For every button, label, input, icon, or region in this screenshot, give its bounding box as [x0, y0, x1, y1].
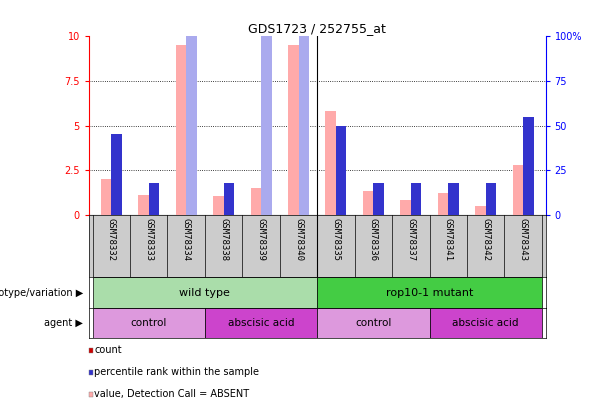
- Bar: [400, 200, 411, 215]
- Bar: [485, 183, 496, 215]
- Bar: [139, 195, 149, 215]
- Text: GSM78342: GSM78342: [481, 218, 490, 261]
- Bar: [176, 45, 186, 215]
- Bar: [101, 179, 112, 215]
- Text: count: count: [94, 345, 121, 354]
- Bar: [448, 183, 459, 215]
- Text: wild type: wild type: [180, 288, 230, 298]
- Text: GSM78339: GSM78339: [257, 218, 265, 261]
- Text: GSM78332: GSM78332: [107, 218, 116, 261]
- Bar: [149, 183, 159, 215]
- Bar: [318, 277, 542, 308]
- Text: rop10-1 mutant: rop10-1 mutant: [386, 288, 473, 298]
- Text: GSM78343: GSM78343: [519, 218, 528, 261]
- Bar: [373, 183, 384, 215]
- Bar: [205, 308, 318, 338]
- Text: abscisic acid: abscisic acid: [452, 318, 519, 328]
- Bar: [93, 308, 205, 338]
- Text: control: control: [355, 318, 392, 328]
- Text: value, Detection Call = ABSENT: value, Detection Call = ABSENT: [94, 389, 249, 399]
- Text: genotype/variation ▶: genotype/variation ▶: [0, 288, 83, 298]
- Text: GSM78341: GSM78341: [444, 218, 453, 261]
- Bar: [430, 308, 542, 338]
- Bar: [336, 126, 346, 215]
- Bar: [186, 19, 197, 215]
- Bar: [93, 277, 318, 308]
- Text: GSM78337: GSM78337: [406, 218, 416, 261]
- Text: agent ▶: agent ▶: [44, 318, 83, 328]
- Bar: [363, 192, 373, 215]
- Text: GSM78336: GSM78336: [369, 218, 378, 261]
- Text: percentile rank within the sample: percentile rank within the sample: [94, 367, 259, 377]
- Text: GSM78333: GSM78333: [144, 218, 153, 261]
- Title: GDS1723 / 252755_at: GDS1723 / 252755_at: [248, 22, 386, 35]
- Bar: [288, 45, 299, 215]
- Bar: [224, 183, 234, 215]
- Text: abscisic acid: abscisic acid: [228, 318, 294, 328]
- Bar: [299, 19, 309, 215]
- Bar: [523, 117, 533, 215]
- Text: GSM78335: GSM78335: [332, 218, 340, 261]
- Bar: [512, 165, 523, 215]
- Bar: [112, 134, 122, 215]
- Bar: [411, 183, 421, 215]
- Bar: [326, 111, 336, 215]
- Text: GSM78338: GSM78338: [219, 218, 228, 261]
- Bar: [213, 196, 224, 215]
- Text: GSM78334: GSM78334: [181, 218, 191, 261]
- Text: GSM78340: GSM78340: [294, 218, 303, 261]
- Bar: [438, 193, 448, 215]
- Bar: [318, 308, 430, 338]
- Bar: [251, 188, 261, 215]
- Bar: [261, 28, 272, 215]
- Bar: [475, 206, 485, 215]
- Text: control: control: [131, 318, 167, 328]
